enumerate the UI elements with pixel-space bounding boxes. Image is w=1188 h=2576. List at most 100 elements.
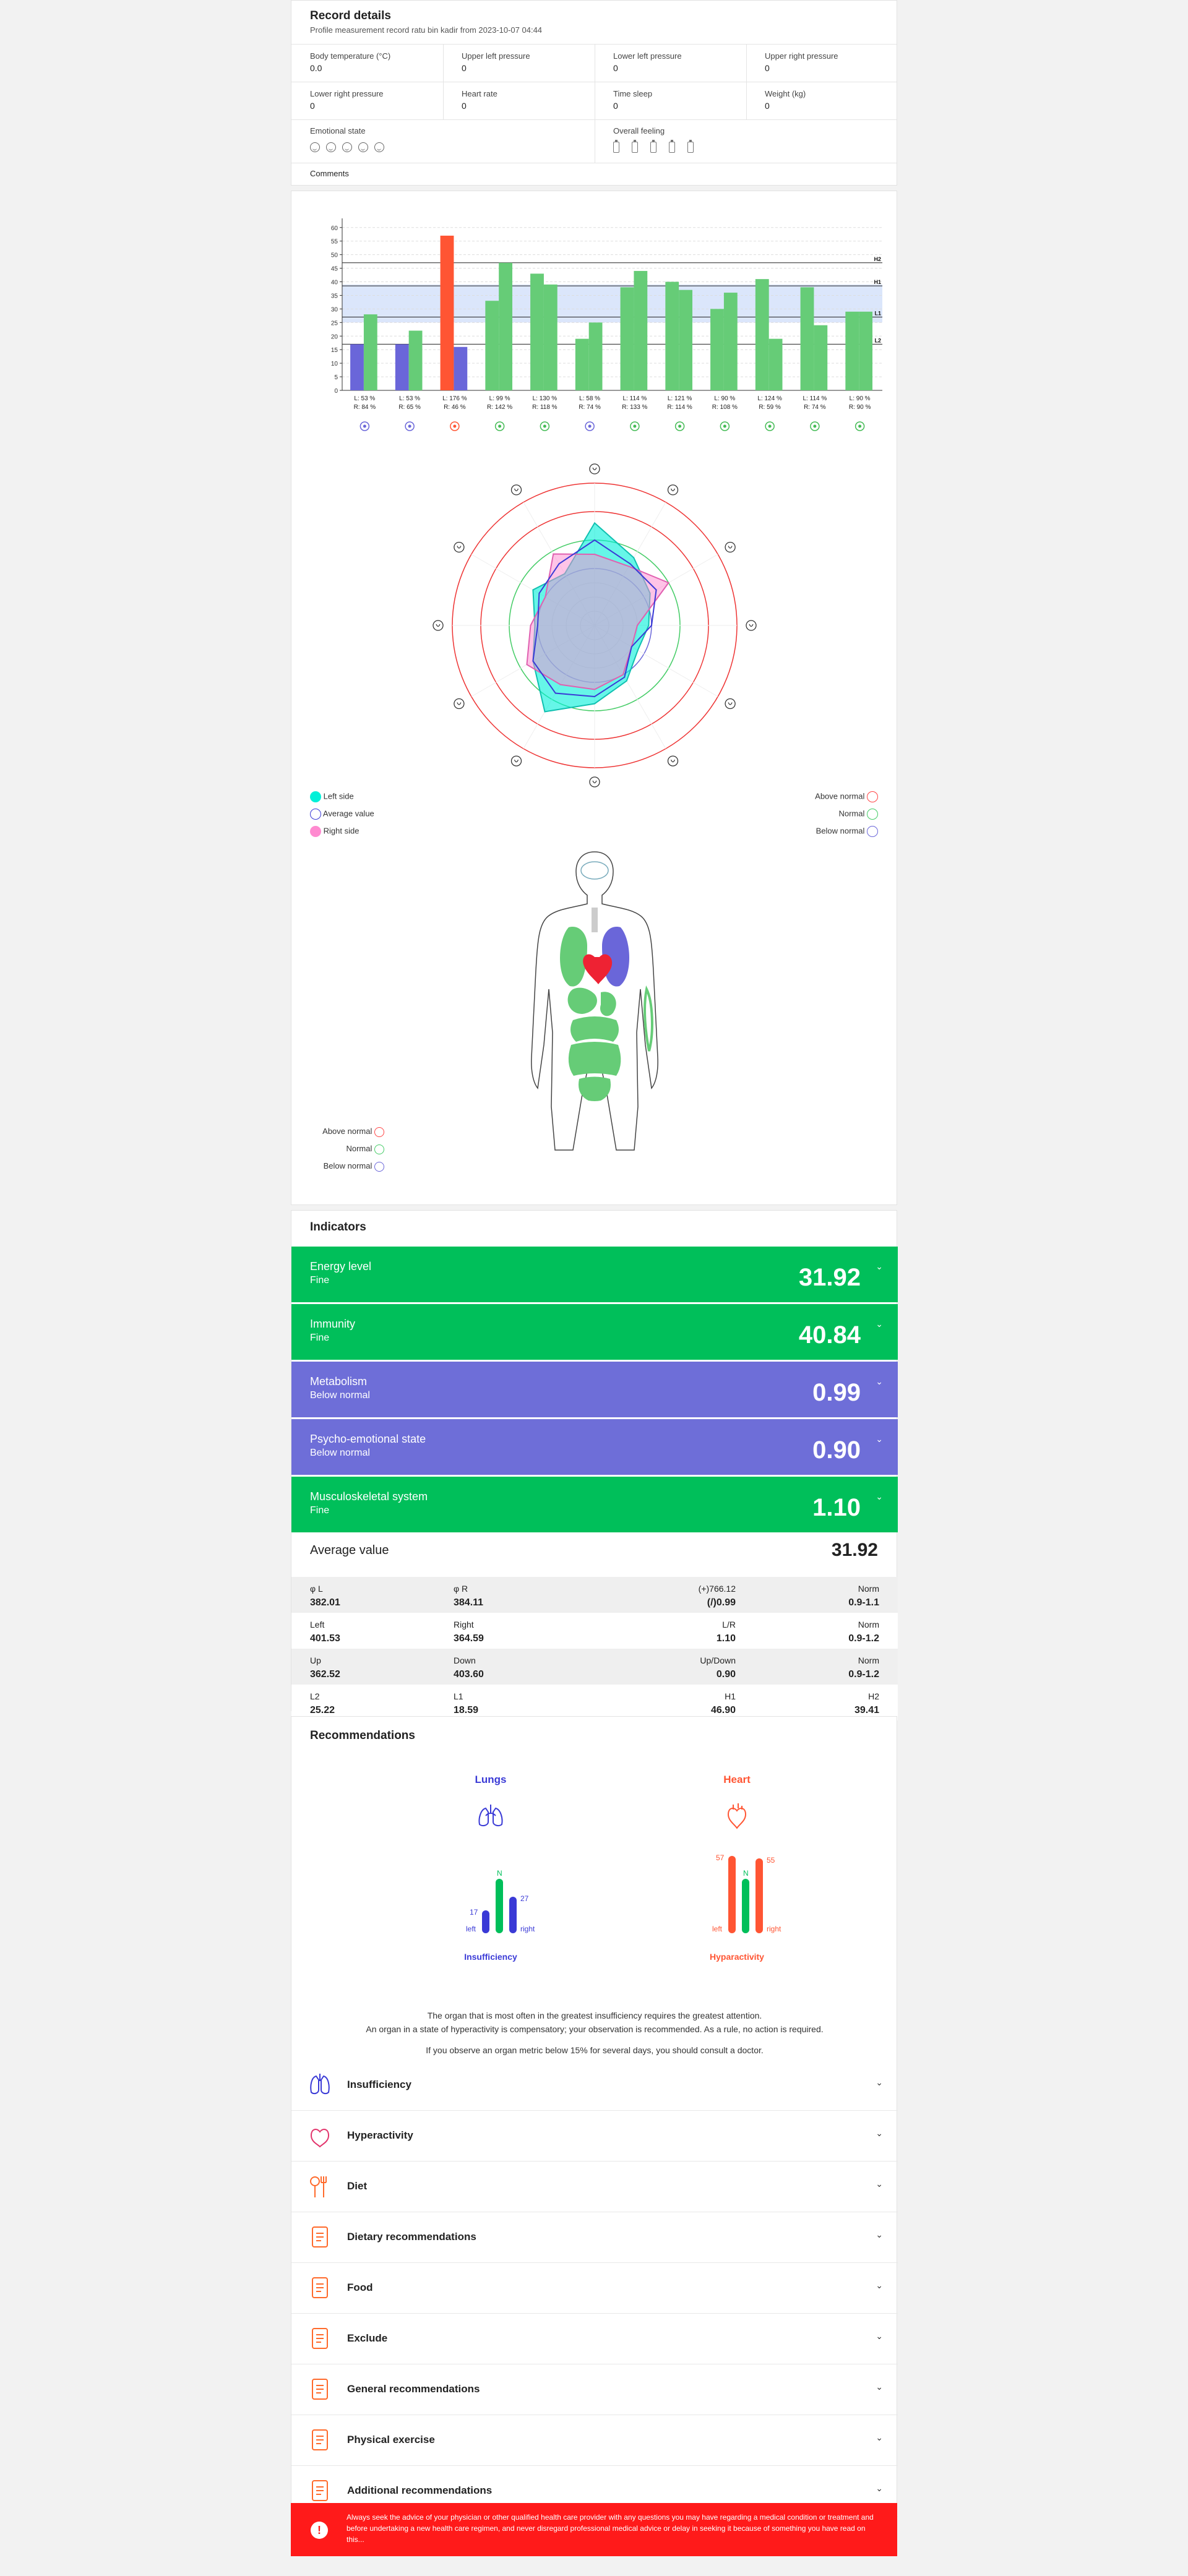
battery-1-icon[interactable]: [613, 140, 619, 153]
chevron-down-icon[interactable]: ⌄: [876, 2280, 883, 2290]
body-diagram: [531, 851, 658, 1151]
emotion-3-icon[interactable]: [342, 142, 352, 152]
chevron-down-icon[interactable]: ⌄: [876, 2179, 883, 2189]
spleen-icon-dot: [723, 424, 726, 428]
bar-right: [454, 346, 468, 390]
bar-left-label: L: 99 %: [489, 395, 510, 402]
metrics-cell: Left 401.53: [310, 1620, 340, 1644]
metrics-row: L2 25.22 L1 18.59 H1 46.90 H2 39.41: [291, 1685, 898, 1720]
bar-left: [395, 344, 409, 390]
indicator-status: Fine: [310, 1505, 330, 1516]
small-intestine-icon: [667, 755, 679, 766]
indicator-row[interactable]: Metabolism Below normal 0.99 ⌄: [291, 1362, 898, 1417]
chevron-down-icon[interactable]: ⌄: [876, 2483, 883, 2493]
chevron-down-icon[interactable]: ⌄: [876, 1376, 883, 1386]
field-weight: Weight (kg) 0: [765, 89, 806, 111]
chevron-down-icon[interactable]: ⌄: [876, 2230, 883, 2239]
y-tick-label: 5: [334, 374, 338, 381]
y-tick-label: 30: [331, 306, 338, 313]
stomach-organ: [600, 992, 616, 1016]
battery-3-icon[interactable]: [650, 140, 656, 153]
bar-left: [530, 273, 544, 390]
bar-right: [408, 330, 423, 390]
indicator-status: Fine: [310, 1275, 330, 1286]
legend-above-normal: Above normal: [815, 791, 878, 802]
trachea-organ: [592, 908, 598, 932]
chevron-down-icon[interactable]: ⌄: [876, 2432, 883, 2442]
accordion-label: Physical exercise: [347, 2434, 435, 2445]
accordion-food[interactable]: Food ⌄: [291, 2263, 898, 2314]
bar-right-label: R: 46 %: [444, 404, 466, 411]
bar-left: [845, 311, 859, 390]
emotion-5-icon[interactable]: [374, 142, 384, 152]
chevron-down-icon[interactable]: ⌄: [876, 2382, 883, 2392]
pancreas-icon-dot: [813, 424, 817, 428]
colon-icon-mark: [436, 624, 441, 627]
indicator-name: Psycho-emotional state: [310, 1433, 426, 1445]
chevron-down-icon[interactable]: ⌄: [876, 1434, 883, 1444]
accordion-label: Food: [347, 2282, 373, 2293]
heart-icon: [667, 484, 679, 496]
chevron-down-icon[interactable]: ⌄: [876, 1492, 883, 1501]
bar-left-label: L: 90 %: [714, 395, 735, 402]
indicator-status: Below normal: [310, 1390, 370, 1401]
emotion-2-icon[interactable]: [326, 142, 336, 152]
accordion-physical-exercise[interactable]: Physical exercise ⌄: [291, 2415, 898, 2466]
bar-right-label: R: 74 %: [804, 404, 826, 411]
average-value: 31.92: [831, 1540, 878, 1560]
battery-4-icon[interactable]: [669, 140, 675, 153]
bar-left: [350, 344, 364, 390]
indicator-row[interactable]: Musculoskeletal system Fine 1.10 ⌄: [291, 1477, 898, 1532]
chevron-down-icon[interactable]: ⌄: [876, 1261, 883, 1271]
emotion-4-icon[interactable]: [358, 142, 368, 152]
accordion-diet[interactable]: Diet ⌄: [291, 2162, 898, 2212]
y-tick-label: 45: [331, 266, 338, 273]
heart-icon-dot: [408, 424, 411, 428]
heart-icon: [405, 421, 415, 431]
bar-right-label: R: 74 %: [579, 404, 601, 411]
indicator-row[interactable]: Energy level Fine 31.92 ⌄: [291, 1247, 898, 1302]
body-legend-above-normal: Above normal: [310, 1127, 384, 1137]
indicators-card: Indicators Energy level Fine 31.92 ⌄ Immunit…: [291, 1210, 898, 1720]
chevron-down-icon[interactable]: ⌄: [876, 2128, 883, 2138]
y-tick-label: 60: [331, 225, 338, 232]
stomach-icon-dot: [543, 424, 546, 428]
bladder-icon-mark: [514, 759, 519, 763]
y-tick-label: 15: [331, 347, 338, 354]
liver-icon: [494, 421, 505, 431]
indicator-name: Musculoskeletal system: [310, 1490, 428, 1503]
chevron-down-icon[interactable]: ⌄: [876, 2331, 883, 2341]
indicator-row[interactable]: Immunity Fine 40.84 ⌄: [291, 1304, 898, 1360]
emotion-1-icon[interactable]: [310, 142, 320, 152]
chevron-down-icon[interactable]: ⌄: [876, 1319, 883, 1329]
heart-state: Hyparactivity: [710, 1952, 764, 1962]
y-tick-label: 20: [331, 333, 338, 340]
battery-2-icon[interactable]: [632, 140, 638, 153]
reference-label-l1: L1: [874, 311, 881, 317]
indicator-name: Energy level: [310, 1260, 372, 1273]
bar-right: [543, 284, 557, 390]
dietary-icon: [312, 2226, 328, 2248]
record-subtitle: Profile measurement record ratu bin kadi…: [310, 25, 543, 35]
indicator-row[interactable]: Psycho-emotional state Below normal 0.90 ⌄: [291, 1419, 898, 1475]
accordion-dietary-recommendations[interactable]: Dietary recommendations ⌄: [291, 2212, 898, 2263]
field-lower-right-pressure: Lower right pressure 0: [310, 89, 384, 111]
accordion-label: Diet: [347, 2180, 368, 2192]
accordion-general-recommendations[interactable]: General recommendations ⌄: [291, 2364, 898, 2415]
y-tick-label: 10: [331, 361, 338, 367]
lungs-icon: [589, 463, 600, 474]
body-legend-below-normal: Below normal: [310, 1161, 384, 1172]
right-level-value: 55: [767, 1856, 775, 1865]
lungs-icon: [359, 421, 370, 431]
battery-5-icon[interactable]: [687, 140, 694, 153]
accordion-exclude[interactable]: Exclude ⌄: [291, 2314, 898, 2364]
accordion-insufficiency[interactable]: Insufficiency ⌄: [291, 2060, 898, 2111]
accordion-hyperactivity[interactable]: Hyperactivity ⌄: [291, 2111, 898, 2162]
chevron-down-icon[interactable]: ⌄: [876, 2077, 883, 2087]
y-tick-label: 55: [331, 239, 338, 246]
y-tick-label: 40: [331, 280, 338, 286]
kidney-icon: [450, 421, 460, 431]
heart-icon: [727, 1803, 747, 1829]
heart-title: Heart: [723, 1774, 751, 1785]
bar-right: [634, 270, 648, 390]
